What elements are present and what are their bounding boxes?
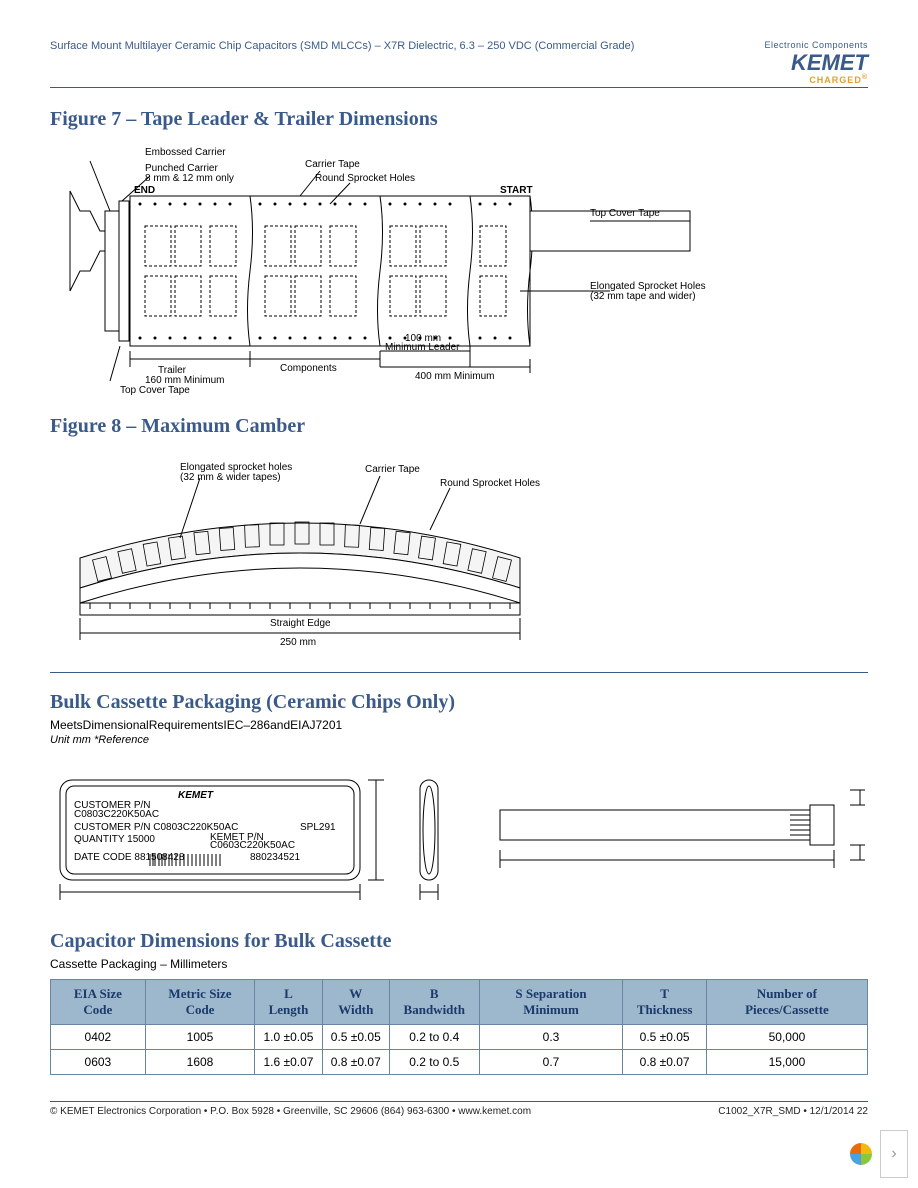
label-elongated2: Elongated sprocket holes(32 mm & wider t… [180, 462, 292, 483]
capdims-title: Capacitor Dimensions for Bulk Cassette [50, 930, 868, 953]
logo-tagline: Electronic Components [764, 40, 868, 50]
table-row: 0402 1005 1.0 ±0.05 0.5 ±0.05 0.2 to 0.4… [51, 1025, 868, 1050]
col-metric: Metric Size Code [145, 980, 255, 1025]
label-punched-carrier: Punched Carrier8 mm & 12 mm only [145, 163, 234, 184]
cassette-lot: 880234521 [250, 852, 300, 863]
bulk-subtitle: MeetsDimensionalRequirementsIEC–286andEI… [50, 718, 868, 732]
cassette-qty: QUANTITY 15000 [74, 834, 155, 845]
chevron-right-icon: › [891, 1145, 896, 1163]
label-round-holes: Round Sprocket Holes [315, 173, 415, 184]
col-eia: EIA Size Code [51, 980, 146, 1025]
logo-subtext: CHARGED® [764, 74, 868, 85]
table-header-row: EIA Size Code Metric Size Code L Length … [51, 980, 868, 1025]
capdims-subtitle: Cassette Packaging – Millimeters [50, 957, 868, 971]
label-trailer: Trailer160 mm Minimum [145, 365, 224, 386]
col-bandwidth: B Bandwidth [389, 980, 479, 1025]
document-title: Surface Mount Multilayer Ceramic Chip Ca… [50, 40, 634, 52]
cassette-logo: KEMET [178, 790, 214, 801]
label-round-holes2: Round Sprocket Holes [440, 478, 540, 489]
figure8-diagram: Elongated sprocket holes(32 mm & wider t… [50, 448, 868, 648]
cassette-spl: SPL291 [300, 822, 336, 833]
label-start: START [500, 185, 533, 196]
cassette-cust-val: C0803C220K50AC [74, 809, 159, 820]
figure7-title: Figure 7 – Tape Leader & Trailer Dimensi… [50, 108, 868, 131]
label-straight-edge: Straight Edge [270, 618, 331, 629]
page-header: Surface Mount Multilayer Ceramic Chip Ca… [50, 40, 868, 88]
col-thickness: T Thickness [623, 980, 707, 1025]
logo-text: KEMET [764, 52, 868, 74]
brand-logo: Electronic Components KEMET CHARGED® [764, 40, 868, 85]
bulk-cassette-diagram: KEMET CUSTOMER P/N C0803C220K50AC CUSTOM… [50, 760, 868, 910]
label-carrier-tape: Carrier Tape [305, 159, 360, 170]
nav-corner: › [848, 1130, 908, 1178]
label-carrier-tape2: Carrier Tape [365, 464, 420, 475]
label-end: END [134, 185, 155, 196]
col-pieces: Number of Pieces/Cassette [706, 980, 867, 1025]
figure7-diagram: Embossed Carrier Punched Carrier8 mm & 1… [50, 141, 868, 401]
footer-right: C1002_X7R_SMD • 12/1/2014 22 [718, 1106, 868, 1117]
figure8-title: Figure 8 – Maximum Camber [50, 415, 868, 438]
page-footer: © KEMET Electronics Corporation • P.O. B… [50, 1101, 868, 1117]
next-page-button[interactable]: › [880, 1130, 908, 1178]
bulk-title: Bulk Cassette Packaging (Ceramic Chips O… [50, 691, 868, 714]
label-250mm: 250 mm [280, 637, 316, 648]
label-top-cover-tape: Top Cover Tape [590, 208, 660, 219]
bulk-unit: Unit mm *Reference [50, 734, 868, 746]
label-elongated: Elongated Sprocket Holes(32 mm tape and … [590, 281, 706, 302]
col-separation: S Separation Minimum [479, 980, 623, 1025]
label-embossed-carrier: Embossed Carrier [145, 147, 226, 158]
cassette-date: DATE CODE 881508428 [74, 852, 185, 863]
col-width: W Width [322, 980, 389, 1025]
page: Surface Mount Multilayer Ceramic Chip Ca… [0, 0, 918, 1147]
label-400min: 400 mm Minimum [415, 371, 494, 382]
capdims-table: EIA Size Code Metric Size Code L Length … [50, 979, 868, 1075]
table-row: 0603 1608 1.6 ±0.07 0.8 ±0.07 0.2 to 0.5… [51, 1050, 868, 1075]
footer-left: © KEMET Electronics Corporation • P.O. B… [50, 1106, 531, 1117]
section-rule [50, 672, 868, 673]
label-top-cover-tape-2: Top Cover Tape [120, 385, 190, 396]
col-length: L Length [255, 980, 322, 1025]
label-components: Components [280, 363, 337, 374]
pinwheel-icon [848, 1141, 874, 1167]
